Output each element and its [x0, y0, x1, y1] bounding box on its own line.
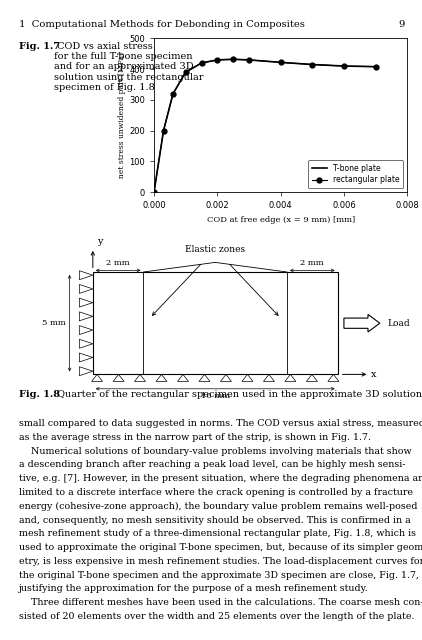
rectangular plate [310, 61, 315, 68]
Text: Three different meshes have been used in the calculations. The coarse mesh con-: Three different meshes have been used in… [19, 598, 422, 607]
Text: x: x [371, 370, 377, 379]
Text: 2 mm: 2 mm [300, 259, 324, 266]
T-bone plate [215, 56, 220, 64]
T-bone plate [310, 61, 315, 68]
Text: etry, is less expensive in mesh refinement studies. The load-displacement curves: etry, is less expensive in mesh refineme… [19, 557, 422, 566]
Text: the original T-bone specimen and the approximate 3D specimen are close, Fig. 1.7: the original T-bone specimen and the app… [19, 571, 419, 580]
Text: mesh refinement study of a three-dimensional rectangular plate, Fig. 1.8, which : mesh refinement study of a three-dimensi… [19, 529, 416, 538]
Text: Quarter of the rectangular specimen used in the approximate 3D solutions: Quarter of the rectangular specimen used… [54, 390, 422, 399]
Text: COD vs axial stress
for the full T-bone specimen
and for an approximated 3D
solu: COD vs axial stress for the full T-bone … [54, 42, 203, 92]
Text: limited to a discrete interface where the crack opening is controlled by a fract: limited to a discrete interface where th… [19, 488, 413, 497]
Text: 10 mm: 10 mm [201, 392, 230, 400]
rectangular plate [151, 188, 157, 196]
Line: T-bone plate: T-bone plate [154, 60, 376, 192]
Y-axis label: net stress unwidened part [MPa]: net stress unwidened part [MPa] [118, 52, 126, 178]
rectangular plate [246, 56, 252, 64]
Text: Fig. 1.7: Fig. 1.7 [19, 42, 60, 51]
T-bone plate [341, 62, 346, 70]
Text: and, consequently, no mesh sensitivity should be observed. This is confirmed in : and, consequently, no mesh sensitivity s… [19, 516, 411, 525]
Text: a descending branch after reaching a peak load level, can be highly mesh sensi-: a descending branch after reaching a pea… [19, 461, 406, 470]
Legend: T-bone plate, rectangular plate: T-bone plate, rectangular plate [308, 160, 403, 188]
Text: as the average stress in the narrow part of the strip, is shown in Fig. 1.7.: as the average stress in the narrow part… [19, 433, 371, 442]
T-bone plate [183, 68, 188, 76]
Text: energy (cohesive-zone approach), the boundary value problem remains well-posed: energy (cohesive-zone approach), the bou… [19, 502, 417, 511]
rectangular plate [230, 56, 235, 63]
Bar [93, 272, 338, 374]
T-bone plate [373, 63, 378, 70]
T-bone plate [199, 59, 204, 67]
Text: small compared to data suggested in norms. The COD versus axial stress, measured: small compared to data suggested in norm… [19, 419, 422, 428]
Text: tive, e.g. [7]. However, in the present situation, where the degrading phenomena: tive, e.g. [7]. However, in the present … [19, 474, 422, 483]
rectangular plate [170, 90, 176, 97]
T-bone plate [151, 188, 157, 196]
rectangular plate [278, 58, 283, 66]
T-bone plate [161, 127, 166, 134]
Text: Load: Load [387, 319, 410, 328]
T-bone plate [278, 58, 283, 66]
X-axis label: COD at free edge (x = 9 mm) [mm]: COD at free edge (x = 9 mm) [mm] [206, 216, 355, 223]
Line: rectangular plate: rectangular plate [151, 57, 378, 195]
T-bone plate [230, 56, 235, 63]
T-bone plate [170, 90, 176, 97]
Text: 1  Computational Methods for Debonding in Composites: 1 Computational Methods for Debonding in… [19, 20, 305, 29]
Text: used to approximate the original T-bone specimen, but, because of its simpler ge: used to approximate the original T-bone … [19, 543, 422, 552]
rectangular plate [199, 59, 204, 67]
T-bone plate [246, 56, 252, 64]
Text: justifying the approximation for the purpose of a mesh refinement study.: justifying the approximation for the pur… [19, 584, 369, 593]
rectangular plate [341, 62, 346, 70]
rectangular plate [161, 127, 166, 134]
Text: Elastic zones: Elastic zones [185, 245, 245, 254]
Text: Fig. 1.8: Fig. 1.8 [19, 390, 60, 399]
Text: 5 mm: 5 mm [42, 319, 65, 327]
rectangular plate [215, 56, 220, 64]
rectangular plate [373, 63, 378, 70]
Text: sisted of 20 elements over the width and 25 elements over the length of the plat: sisted of 20 elements over the width and… [19, 612, 414, 621]
Text: 9: 9 [398, 20, 404, 29]
Text: Numerical solutions of boundary-value problems involving materials that show: Numerical solutions of boundary-value pr… [19, 447, 411, 456]
Text: 2 mm: 2 mm [106, 259, 130, 266]
rectangular plate [183, 68, 188, 76]
Text: y: y [97, 237, 103, 246]
